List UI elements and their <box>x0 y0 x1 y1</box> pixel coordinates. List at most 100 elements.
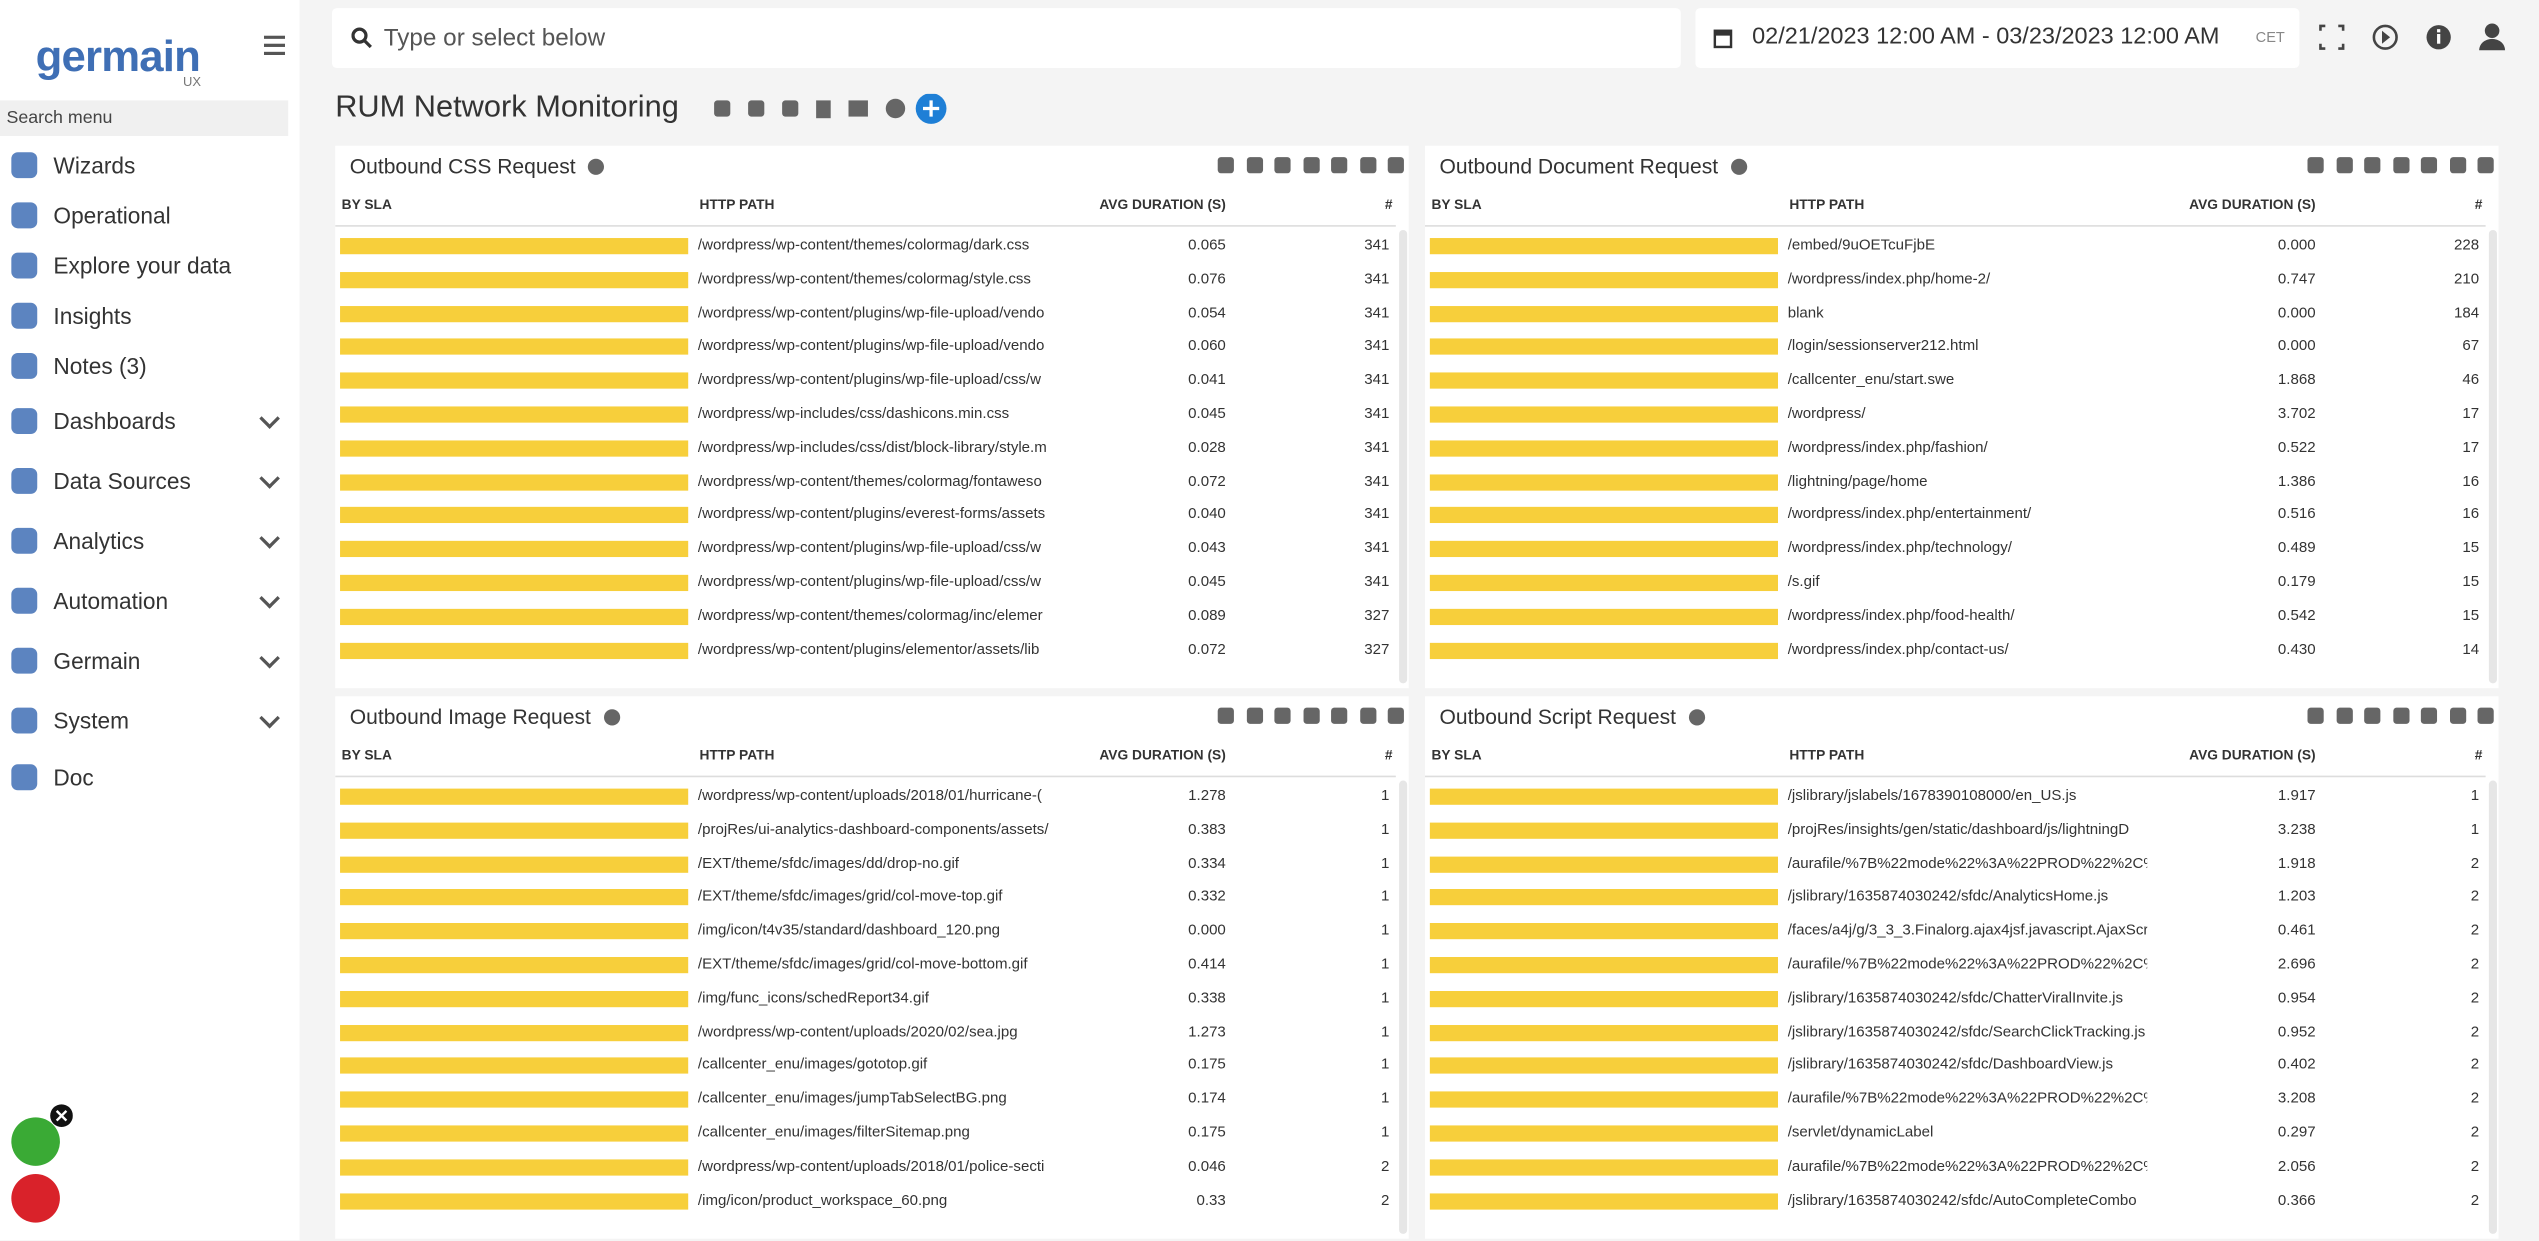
column-header[interactable]: BY SLA <box>341 195 392 213</box>
panel-action[interactable] <box>1302 157 1319 174</box>
menu-item[interactable]: Notes (3) <box>0 347 300 386</box>
panel-action[interactable] <box>2449 157 2466 174</box>
date-picker[interactable]: 02/21/2023 12:00 AM - 03/23/2023 12:00 A… <box>1695 8 2300 69</box>
search-bar[interactable]: Type or select below <box>331 8 1681 69</box>
menu-item[interactable]: Wizards <box>0 146 300 185</box>
column-header[interactable]: HTTP PATH <box>699 746 775 763</box>
panel-action[interactable] <box>1331 157 1348 174</box>
column-header[interactable]: # <box>2474 746 2483 763</box>
menu-item[interactable]: Doc <box>0 758 300 797</box>
column-header[interactable]: HTTP PATH <box>699 195 775 213</box>
column-header[interactable]: # <box>2474 195 2483 213</box>
panel-action[interactable] <box>2364 157 2381 174</box>
menu-label: Dashboards <box>53 408 176 434</box>
count: 2 <box>2470 1157 2480 1174</box>
panel-action[interactable] <box>2392 707 2409 724</box>
sla-bar <box>340 822 689 839</box>
panel-action[interactable] <box>2392 157 2409 174</box>
menu-item[interactable]: Insights <box>0 296 300 335</box>
http-path: /aurafile/%7B%22mode%22%3A%22PROD%22%2C%… <box>1787 955 2148 972</box>
panel-action[interactable] <box>2477 707 2494 724</box>
panel-action[interactable] <box>1246 707 1263 724</box>
sla-bar <box>340 372 689 389</box>
panel-action[interactable] <box>1387 157 1404 174</box>
panel-action[interactable] <box>2420 157 2438 174</box>
column-header[interactable]: AVG DURATION (S) <box>1099 746 1226 763</box>
scrollbar <box>1399 229 1408 684</box>
menu-label: Doc <box>53 764 94 791</box>
sla-bar <box>340 923 689 940</box>
panel-action[interactable] <box>1387 707 1404 724</box>
column-header[interactable]: BY SLA <box>341 746 392 763</box>
menu-item[interactable]: Operational <box>0 196 300 235</box>
toolbar-icons[interactable] <box>2316 21 2510 57</box>
column-header[interactable]: AVG DURATION (S) <box>1099 195 1226 213</box>
panel-action[interactable] <box>2420 707 2438 724</box>
panel-action[interactable] <box>2307 157 2324 174</box>
avg-duration: 3.702 <box>2277 404 2316 422</box>
column-header[interactable]: AVG DURATION (S) <box>2189 746 2316 763</box>
table-row: /lightning/page/home 1.386 16 <box>1425 466 2486 500</box>
table-row: /aurafile/%7B%22mode%22%3A%22PROD%22%2C%… <box>1425 1084 2486 1118</box>
table-row: /wordpress/index.php/fashion/0.522 17 <box>1425 432 2486 466</box>
table-row: /jslibrary/1635874030242/sfdc/AnalyticsH… <box>1425 882 2486 916</box>
menu-item[interactable]: System <box>0 701 300 740</box>
panel-action[interactable] <box>1217 707 1234 724</box>
panel-action[interactable] <box>1246 157 1263 174</box>
panel-action[interactable] <box>2307 707 2324 724</box>
menu-search[interactable]: Search menu <box>0 100 289 137</box>
panel-action[interactable] <box>1359 707 1376 724</box>
column-header[interactable]: BY SLA <box>1431 195 1482 213</box>
column-header[interactable]: AVG DURATION (S) <box>2189 195 2316 213</box>
panel-action[interactable] <box>1331 707 1348 724</box>
table-row: /wordpress/wp-includes/css/dashicons.min… <box>335 398 1396 432</box>
count: 17 <box>2462 438 2480 455</box>
sla-bar <box>1429 822 1778 839</box>
menu-item[interactable]: Germain <box>0 641 300 680</box>
table-row: /embed/9uOETcuFjbE 0.000 228 <box>1425 230 2486 264</box>
avg-duration: 0.046 <box>1188 1157 1226 1174</box>
menu-item[interactable]: Analytics <box>0 521 300 560</box>
panel-action[interactable] <box>2335 157 2353 174</box>
panel-action[interactable] <box>2477 157 2494 174</box>
panel-action[interactable] <box>1359 157 1376 174</box>
count: 1 <box>1380 1123 1390 1140</box>
table-row: /wordpress/wp-content/uploads/2018/01/po… <box>335 1151 1396 1185</box>
sla-bar <box>340 990 689 1007</box>
panel-action[interactable] <box>1274 707 1291 724</box>
column-header[interactable]: BY SLA <box>1431 746 1482 763</box>
menu-item[interactable]: Explore your data <box>0 246 300 285</box>
menu-item[interactable]: Automation <box>0 581 300 620</box>
sla-bar <box>340 855 689 873</box>
panel-action[interactable] <box>2364 707 2381 724</box>
panel-action[interactable] <box>1217 157 1234 174</box>
panel-action[interactable] <box>2335 707 2353 724</box>
feedback-buttons[interactable] <box>8 1101 73 1231</box>
panel-title: Outbound CSS Request <box>349 153 576 179</box>
table-row: /wordpress/index.php/technology/0.489 15 <box>1425 533 2486 567</box>
sla-bar <box>340 271 689 288</box>
count: 14 <box>2462 640 2480 657</box>
table-row: /wordpress/wp-content/uploads/2018/01/hu… <box>335 781 1396 815</box>
info-icon <box>1688 709 1706 726</box>
panel-action[interactable] <box>2449 707 2466 724</box>
table-row: /jslibrary/1635874030242/sfdc/DashboardV… <box>1425 1050 2486 1084</box>
table-row: /faces/a4j/g/3_3_3.Finalorg.ajax4jsf.jav… <box>1425 915 2486 949</box>
avg-duration: 2.696 <box>2277 955 2316 972</box>
column-header[interactable]: HTTP PATH <box>1789 195 1865 213</box>
dashboard-actions[interactable] <box>709 93 952 126</box>
http-path: /wordpress/wp-content/themes/colormag/da… <box>697 236 1030 253</box>
menu-item[interactable]: Data Sources <box>0 462 300 501</box>
sla-bar <box>1429 990 1778 1007</box>
chevron <box>259 408 280 429</box>
column-header[interactable]: # <box>1384 195 1393 213</box>
count: 341 <box>1364 505 1390 523</box>
panel-action[interactable] <box>1302 707 1319 724</box>
panel-action[interactable] <box>1274 157 1291 174</box>
menu-item[interactable]: Dashboards <box>0 402 300 441</box>
table-row: /wordpress/wp-content/plugins/wp-file-up… <box>335 331 1396 365</box>
column-header[interactable]: # <box>1384 746 1393 763</box>
avg-duration: 0.297 <box>2277 1123 2316 1140</box>
hamburger[interactable] <box>263 35 285 56</box>
column-header[interactable]: HTTP PATH <box>1789 746 1865 763</box>
